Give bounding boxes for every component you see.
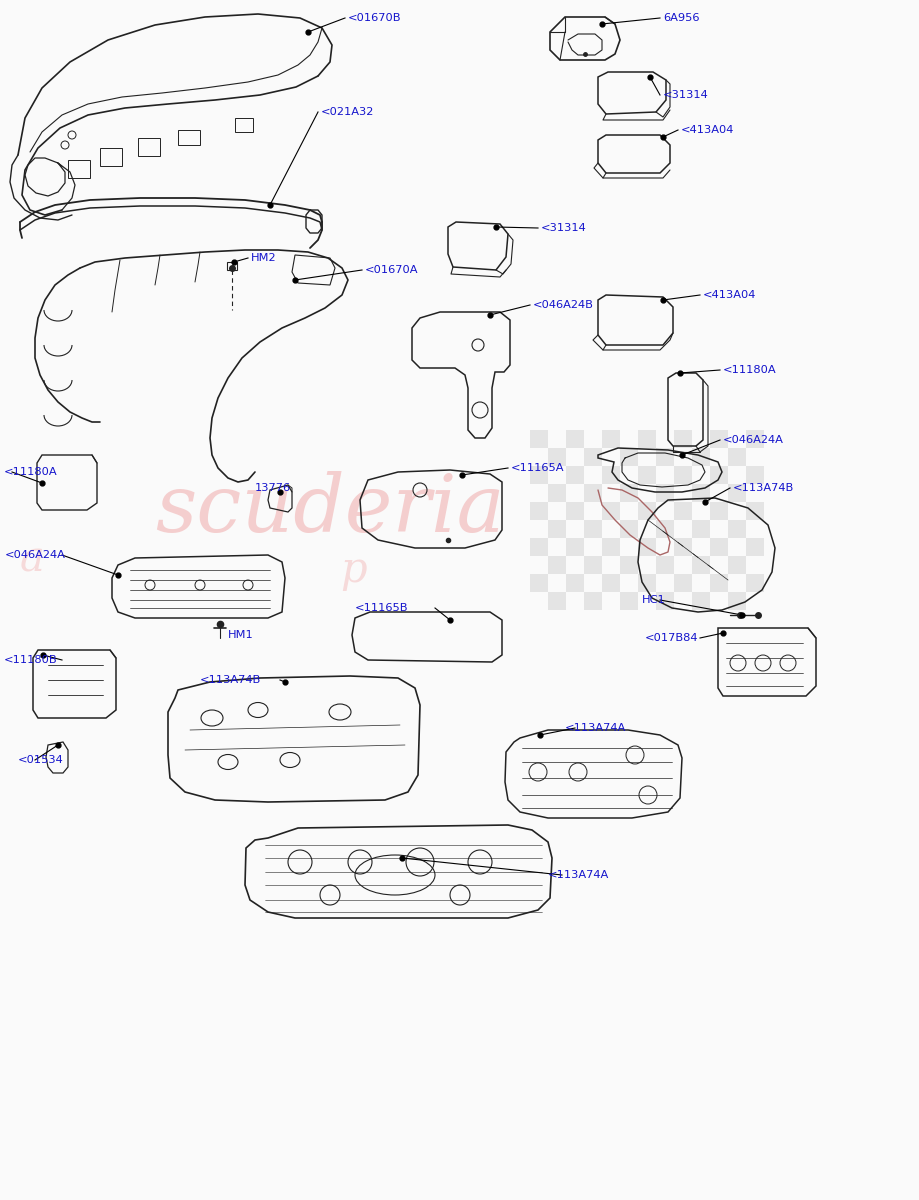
- Bar: [692, 520, 710, 538]
- Text: <017B84: <017B84: [645, 634, 698, 643]
- Text: <11180A: <11180A: [723, 365, 777, 374]
- Bar: [656, 448, 674, 466]
- Bar: [746, 574, 764, 592]
- Bar: [638, 466, 656, 484]
- Text: <046A24B: <046A24B: [533, 300, 594, 310]
- Bar: [674, 502, 692, 520]
- Bar: [566, 574, 584, 592]
- Bar: [584, 448, 602, 466]
- Bar: [548, 448, 566, 466]
- Bar: [620, 520, 638, 538]
- Text: <11165A: <11165A: [511, 463, 564, 473]
- Text: <31314: <31314: [663, 90, 709, 100]
- Bar: [692, 448, 710, 466]
- Text: 13776: 13776: [255, 482, 291, 493]
- Text: HC1: HC1: [642, 595, 665, 605]
- Text: <113A74A: <113A74A: [565, 722, 626, 733]
- Bar: [602, 538, 620, 556]
- Bar: [584, 484, 602, 502]
- Bar: [548, 556, 566, 574]
- Bar: [656, 520, 674, 538]
- Text: <413A04: <413A04: [681, 125, 734, 134]
- Bar: [638, 538, 656, 556]
- Bar: [656, 484, 674, 502]
- Bar: [530, 502, 548, 520]
- Bar: [620, 484, 638, 502]
- Bar: [692, 484, 710, 502]
- Text: <01670A: <01670A: [365, 265, 418, 275]
- Bar: [530, 538, 548, 556]
- Bar: [710, 502, 728, 520]
- Text: p: p: [340, 550, 367, 590]
- Bar: [584, 592, 602, 610]
- Bar: [638, 574, 656, 592]
- Bar: [674, 466, 692, 484]
- Bar: [566, 538, 584, 556]
- Text: <113A74B: <113A74B: [200, 674, 261, 685]
- Bar: [728, 484, 746, 502]
- Bar: [602, 466, 620, 484]
- Bar: [530, 430, 548, 448]
- Text: <11180A: <11180A: [4, 467, 58, 476]
- Bar: [656, 592, 674, 610]
- Bar: [746, 502, 764, 520]
- Text: <413A04: <413A04: [703, 290, 756, 300]
- Bar: [638, 502, 656, 520]
- Text: scuderia: scuderia: [155, 472, 505, 548]
- Bar: [674, 538, 692, 556]
- Bar: [656, 556, 674, 574]
- Bar: [638, 430, 656, 448]
- Bar: [620, 592, 638, 610]
- Bar: [566, 502, 584, 520]
- Text: <046A24A: <046A24A: [723, 434, 784, 445]
- Text: <113A74B: <113A74B: [733, 482, 794, 493]
- Text: <11180B: <11180B: [4, 655, 58, 665]
- Bar: [710, 430, 728, 448]
- Bar: [728, 592, 746, 610]
- Bar: [620, 448, 638, 466]
- Bar: [584, 556, 602, 574]
- Bar: [728, 448, 746, 466]
- Bar: [602, 430, 620, 448]
- Bar: [710, 574, 728, 592]
- Text: HM2: HM2: [251, 253, 277, 263]
- Text: <31314: <31314: [541, 223, 586, 233]
- Bar: [566, 430, 584, 448]
- Bar: [746, 430, 764, 448]
- Text: HM1: HM1: [228, 630, 254, 640]
- Bar: [548, 592, 566, 610]
- Bar: [530, 574, 548, 592]
- Bar: [674, 574, 692, 592]
- Bar: [692, 592, 710, 610]
- Text: <01670B: <01670B: [348, 13, 402, 23]
- Text: <11165B: <11165B: [355, 602, 409, 613]
- Bar: [548, 520, 566, 538]
- Text: <113A74A: <113A74A: [548, 870, 609, 880]
- Bar: [728, 520, 746, 538]
- Text: 6A956: 6A956: [663, 13, 699, 23]
- Bar: [530, 466, 548, 484]
- Bar: [674, 430, 692, 448]
- Bar: [584, 520, 602, 538]
- Bar: [548, 484, 566, 502]
- Text: a: a: [20, 539, 45, 581]
- Bar: [746, 538, 764, 556]
- Bar: [692, 556, 710, 574]
- Bar: [710, 466, 728, 484]
- Text: <046A24A: <046A24A: [5, 550, 66, 560]
- Bar: [602, 502, 620, 520]
- Bar: [746, 466, 764, 484]
- Text: <021A32: <021A32: [321, 107, 374, 116]
- Text: <01534: <01534: [18, 755, 63, 766]
- Bar: [602, 574, 620, 592]
- Bar: [620, 556, 638, 574]
- Bar: [728, 556, 746, 574]
- Bar: [710, 538, 728, 556]
- Bar: [566, 466, 584, 484]
